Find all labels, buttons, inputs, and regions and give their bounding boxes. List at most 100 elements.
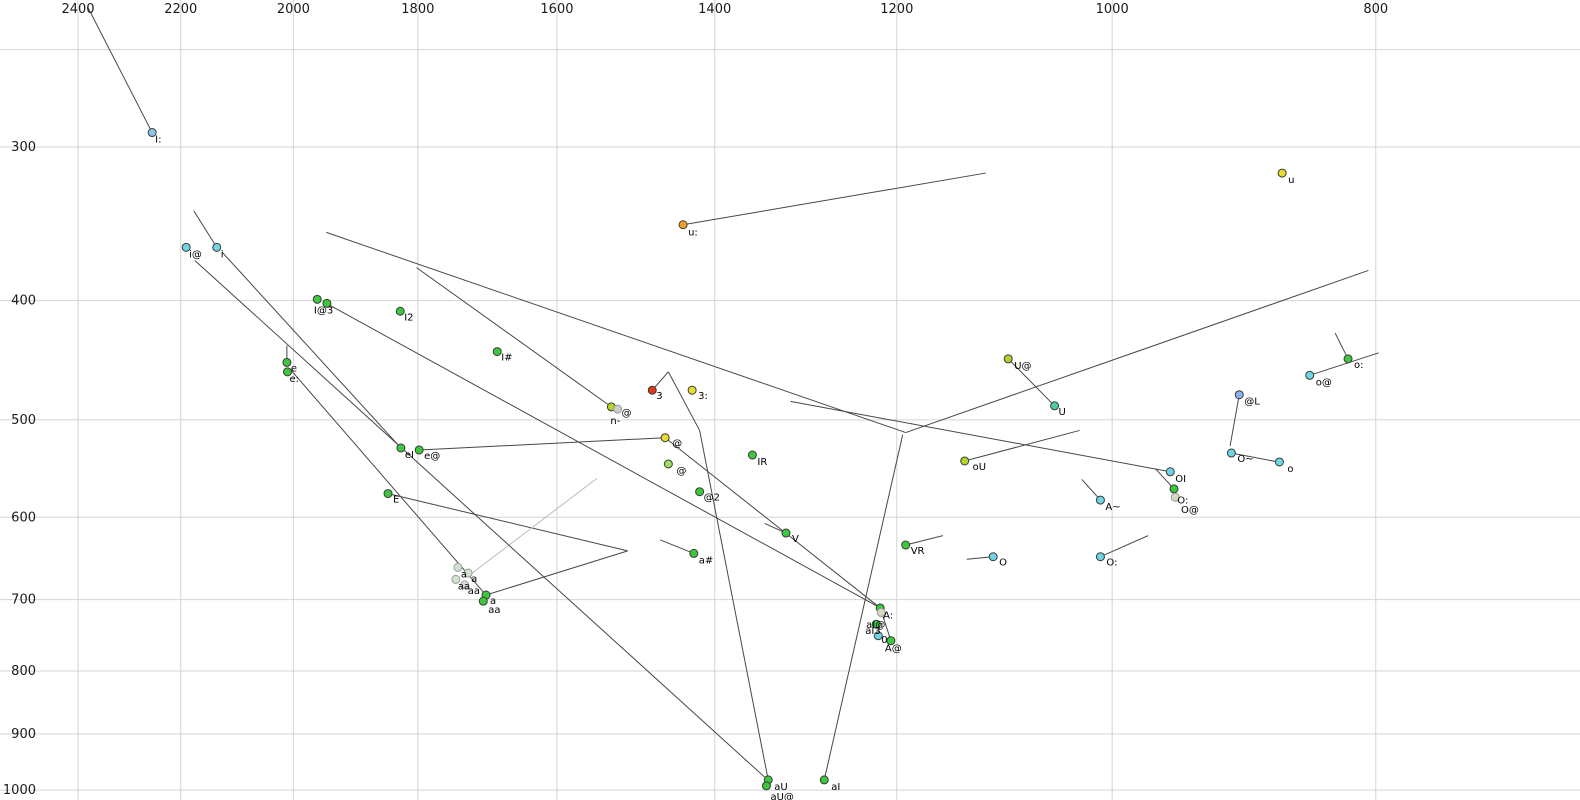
vowel-label-e:: e: bbox=[289, 374, 299, 385]
vowel-point-VR[interactable] bbox=[901, 540, 911, 550]
trajectory-line-15 bbox=[699, 430, 769, 780]
vowel-point-3[interactable] bbox=[647, 385, 657, 395]
vowel-point-eI[interactable] bbox=[396, 443, 406, 453]
vowel-label-a: a bbox=[490, 596, 496, 607]
vowel-label-I#: I# bbox=[501, 353, 512, 364]
vowel-point-aU@[interactable] bbox=[761, 781, 771, 791]
vowel-label-@L: @L bbox=[1244, 397, 1260, 408]
vowel-label-A~: A~ bbox=[1105, 502, 1120, 513]
trajectory-line-31 bbox=[1155, 468, 1175, 490]
trajectory-line-12 bbox=[469, 478, 598, 576]
vowel-point-V[interactable] bbox=[781, 528, 791, 538]
vowel-point-o:[interactable] bbox=[1343, 354, 1353, 364]
vowel-point-U[interactable] bbox=[1050, 401, 1060, 411]
vowel-label-A@: A@ bbox=[885, 644, 902, 655]
vowel-point-O:[interactable] bbox=[1170, 492, 1180, 502]
trajectory-line-5 bbox=[416, 267, 612, 408]
trajectory-line-23 bbox=[1100, 535, 1149, 558]
vowel-label-E: E bbox=[393, 495, 399, 506]
vowel-point-I:[interactable] bbox=[147, 128, 157, 138]
vowel-point-O~[interactable] bbox=[1226, 448, 1236, 458]
vowel-point-A:[interactable] bbox=[876, 607, 886, 617]
vowel-point-aa[interactable] bbox=[460, 580, 470, 590]
vowel-point-o@[interactable] bbox=[1305, 370, 1315, 380]
vowel-point-3:[interactable] bbox=[687, 385, 697, 395]
vowel-label-u:: u: bbox=[688, 228, 698, 239]
vowel-label-3:: 3: bbox=[698, 391, 708, 402]
vowel-point-i@[interactable] bbox=[181, 242, 191, 252]
vowel-point-O:[interactable] bbox=[1095, 552, 1105, 562]
trajectory-line-34 bbox=[194, 260, 766, 778]
trajectory-line-3 bbox=[326, 231, 906, 434]
x-tick-label-1000: 1000 bbox=[1096, 2, 1129, 17]
vowel-label-O:: O: bbox=[1177, 495, 1188, 506]
vowel-point-u:[interactable] bbox=[678, 220, 688, 230]
vowel-label-a: a bbox=[461, 569, 467, 580]
vowel-point-e[interactable] bbox=[282, 357, 292, 367]
vowel-label-aa: aa bbox=[458, 581, 470, 592]
vowel-point-O@[interactable] bbox=[1169, 484, 1179, 494]
vowel-point-@[interactable] bbox=[613, 404, 623, 414]
vowel-point-I2[interactable] bbox=[395, 306, 405, 316]
vowel-label-O: O bbox=[999, 558, 1007, 569]
trajectory-layer bbox=[87, 7, 1379, 781]
y-tick-label-600: 600 bbox=[11, 510, 36, 525]
vowel-point-aI[interactable] bbox=[819, 775, 829, 785]
vowel-point-@[interactable] bbox=[660, 433, 670, 443]
vowel-point-E[interactable] bbox=[383, 489, 393, 499]
vowel-label-e: e bbox=[291, 363, 297, 374]
y-tick-label-300: 300 bbox=[11, 140, 36, 155]
vowel-label-3: 3 bbox=[656, 391, 662, 402]
vowel-point-IR[interactable] bbox=[747, 450, 757, 460]
vowel-point-I@3[interactable] bbox=[322, 298, 332, 308]
vowel-point-O[interactable] bbox=[988, 552, 998, 562]
vowel-point-@[interactable] bbox=[663, 459, 673, 469]
vowel-point-unlabeled-3[interactable] bbox=[312, 294, 322, 304]
vowel-point-U@[interactable] bbox=[1003, 354, 1013, 364]
vowel-point-e:[interactable] bbox=[282, 367, 292, 377]
vowel-label-aa: aa bbox=[488, 605, 500, 616]
trajectory-line-32 bbox=[905, 535, 944, 546]
vowel-label-A:: A: bbox=[883, 610, 893, 621]
vowel-point-a#[interactable] bbox=[689, 548, 699, 558]
trajectory-line-17 bbox=[823, 434, 904, 781]
trajectory-line-1 bbox=[193, 210, 218, 248]
vowel-label-n-: n- bbox=[610, 416, 620, 427]
vowel-point-oU[interactable] bbox=[960, 456, 970, 466]
x-tick-label-1400: 1400 bbox=[698, 2, 731, 17]
vowel-point-0[interactable] bbox=[873, 631, 883, 641]
vowel-point-e@[interactable] bbox=[414, 445, 424, 455]
x-tick-label-1200: 1200 bbox=[880, 2, 913, 17]
vowel-point-u[interactable] bbox=[1277, 168, 1287, 178]
vowel-label-0: 0 bbox=[881, 635, 887, 646]
vowel-label-aI@: aI@ bbox=[866, 620, 885, 631]
vowel-point-aa[interactable] bbox=[451, 574, 461, 584]
vowel-label-o: o bbox=[1287, 464, 1293, 475]
y-tick-label-700: 700 bbox=[11, 593, 36, 608]
trajectory-line-16 bbox=[664, 437, 881, 609]
vowel-point-I#[interactable] bbox=[492, 347, 502, 357]
vowel-point-@2[interactable] bbox=[695, 487, 705, 497]
vowel-point-aI3[interactable] bbox=[871, 619, 881, 629]
vowel-point-OI[interactable] bbox=[1165, 467, 1175, 477]
trajectory-line-10 bbox=[485, 550, 628, 596]
y-tick-label-1000: 1000 bbox=[3, 783, 36, 798]
vowel-point-i[interactable] bbox=[212, 242, 222, 252]
vowel-label-OI: OI bbox=[1175, 474, 1186, 485]
trajectory-line-33 bbox=[328, 304, 877, 607]
y-tick-label-900: 900 bbox=[11, 727, 36, 742]
vowel-point-A@[interactable] bbox=[886, 636, 896, 646]
vowel-point-o[interactable] bbox=[1274, 457, 1284, 467]
vowel-label-U@: U@ bbox=[1014, 361, 1031, 372]
trajectory-line-0 bbox=[87, 7, 153, 133]
vowel-point-a[interactable] bbox=[453, 562, 463, 572]
vowel-point-A~[interactable] bbox=[1095, 495, 1105, 505]
vowel-point-@L[interactable] bbox=[1234, 390, 1244, 400]
vowel-point-a[interactable] bbox=[463, 568, 473, 578]
vowel-point-aa[interactable] bbox=[478, 596, 488, 606]
trajectory-line-4 bbox=[905, 269, 1369, 434]
trajectory-line-6 bbox=[221, 251, 402, 449]
vowel-label-I:: I: bbox=[155, 135, 161, 146]
